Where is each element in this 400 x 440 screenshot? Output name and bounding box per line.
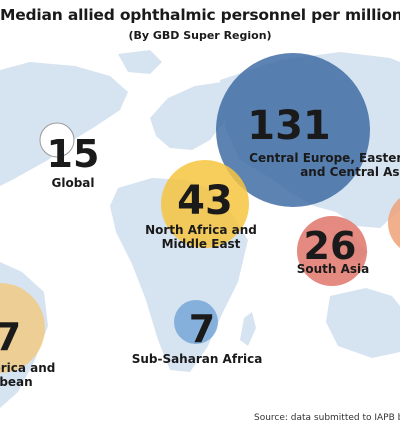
bubble-south-asia	[297, 216, 367, 286]
source-note: Source: data submitted to IAPB by	[254, 413, 400, 423]
bubble-right-edge	[388, 198, 400, 248]
label-north-africa: Middle East	[162, 237, 241, 251]
value-global: 15	[47, 132, 100, 176]
value-south-asia: 26	[304, 224, 357, 268]
chart-title: Median allied ophthalmic personnel per m…	[0, 6, 400, 24]
label-north-africa: North Africa and	[145, 223, 257, 237]
greenland-shape	[118, 50, 162, 74]
bubble-latin-america	[0, 283, 45, 373]
chart-subtitle: (By GBD Super Region)	[128, 29, 272, 42]
value-central-europe: 131	[247, 103, 331, 149]
australia-shape	[326, 288, 400, 358]
label-latin-america: bean	[0, 375, 33, 389]
bubble-sub-saharan-africa	[174, 300, 218, 344]
label-latin-america: erica and	[0, 361, 55, 375]
europe-shape	[150, 82, 230, 150]
bubble-north-africa	[161, 160, 249, 248]
bubble-central-europe	[216, 53, 370, 207]
label-central-europe: Central Europe, Eastern	[249, 151, 400, 165]
bubble-layer	[0, 53, 400, 373]
value-latin-america: 7	[0, 315, 21, 359]
bubble-global	[39, 122, 75, 158]
label-central-europe: and Central Asia	[300, 165, 400, 179]
label-south-asia: South Asia	[297, 262, 370, 276]
value-north-africa: 43	[177, 178, 233, 224]
label-global: Global	[51, 176, 94, 190]
madagascar-shape	[240, 312, 256, 346]
value-sub-saharan-africa: 7	[189, 307, 215, 351]
label-sub-saharan-africa: Sub-Saharan Africa	[132, 352, 263, 366]
